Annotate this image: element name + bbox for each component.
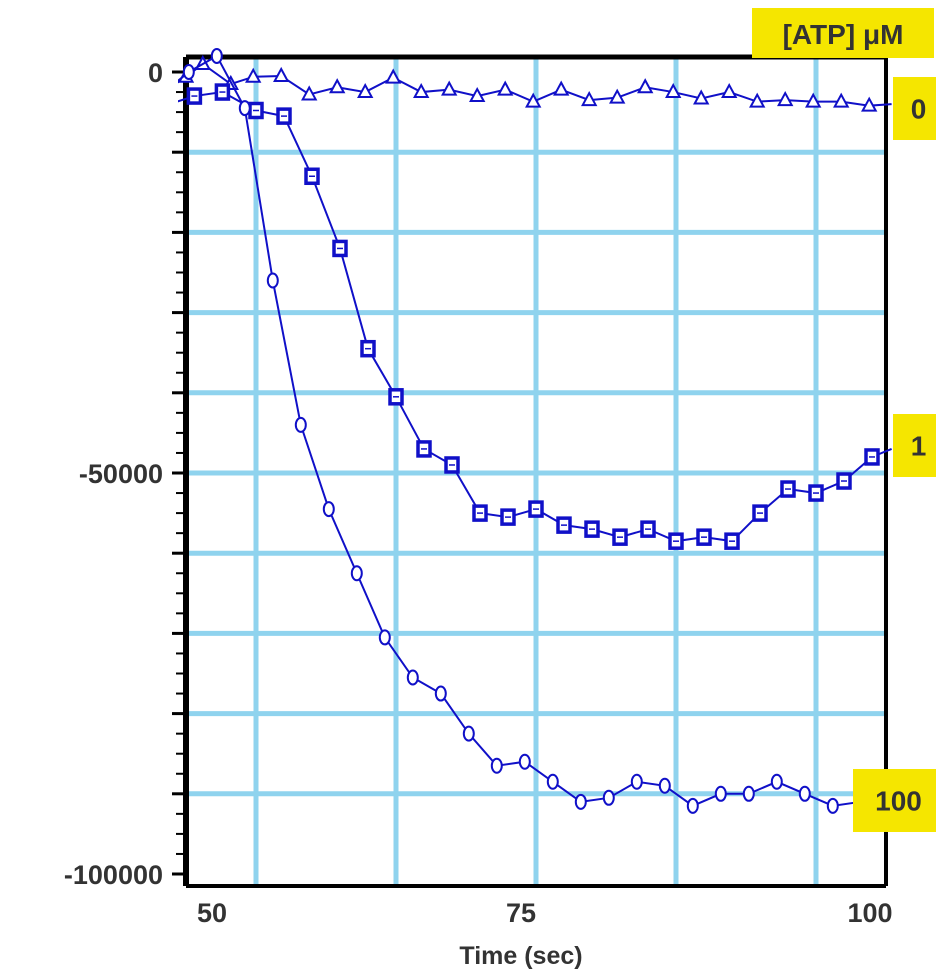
data-point [266,272,279,289]
data-point [805,92,822,108]
data-point [245,67,262,83]
legend-title: [ATP] μM [783,19,904,50]
y-tick-label: 0 [148,58,163,88]
data-point [546,773,559,790]
data-point [322,501,335,518]
data-point [798,785,811,802]
tick-labels: 0 -50000 -100000 50 75 100 [64,58,893,928]
data-point [658,777,671,794]
y-tick-label: -50000 [79,459,163,489]
grid [186,57,886,886]
data-point [609,88,626,104]
data-point [525,92,542,108]
series-triangle [178,54,892,112]
data-point [238,100,251,117]
data-point [301,85,318,101]
data-point [469,86,486,103]
data-point [581,90,598,107]
data-point [574,793,587,810]
data-point [441,80,458,96]
data-point [721,82,738,99]
series-label-background [853,769,936,832]
x-axis-title: Time (sec) [459,942,582,970]
data-point [602,789,615,806]
data-point [833,92,850,108]
data-point [490,757,503,774]
data-point [210,47,223,64]
data-point [693,89,710,105]
data-point [665,82,682,99]
y-tick-label: -100000 [64,860,163,890]
series-line [178,62,892,107]
data-point [826,797,839,814]
series-label-background [893,77,936,140]
series-end-labels: 0 1 100 [853,77,936,832]
data-point [686,797,699,814]
data-point [553,80,570,96]
series-circle [178,47,892,814]
data-point [749,92,766,108]
data-point [714,785,727,802]
series-label: 1 [911,431,927,462]
series-label: 100 [875,786,922,817]
series-label: 0 [911,94,927,125]
x-tick-label: 100 [847,898,892,928]
data-point [378,629,391,646]
data-point [357,82,374,99]
data-point [742,785,755,802]
series-label-background [893,414,936,477]
legend-title-background [752,8,934,58]
series-square [178,83,892,550]
data-point [406,669,419,686]
data-point [434,685,447,702]
data-point [413,82,430,99]
data-point [861,96,878,112]
data-point [385,68,402,84]
data-point [777,90,794,107]
data-point [273,66,290,83]
series-layer [178,47,892,814]
x-tick-label: 75 [506,898,536,928]
data-point [462,725,475,742]
data-point [637,78,654,94]
data-point [329,78,346,94]
data-point [182,64,195,80]
data-point [350,565,363,582]
legend-title-box: [ATP] μM [752,8,934,58]
data-point [294,416,307,433]
data-point [518,753,531,770]
x-tick-label: 50 [197,898,227,928]
data-point [630,773,643,790]
data-point [770,773,783,790]
data-point [497,80,514,96]
